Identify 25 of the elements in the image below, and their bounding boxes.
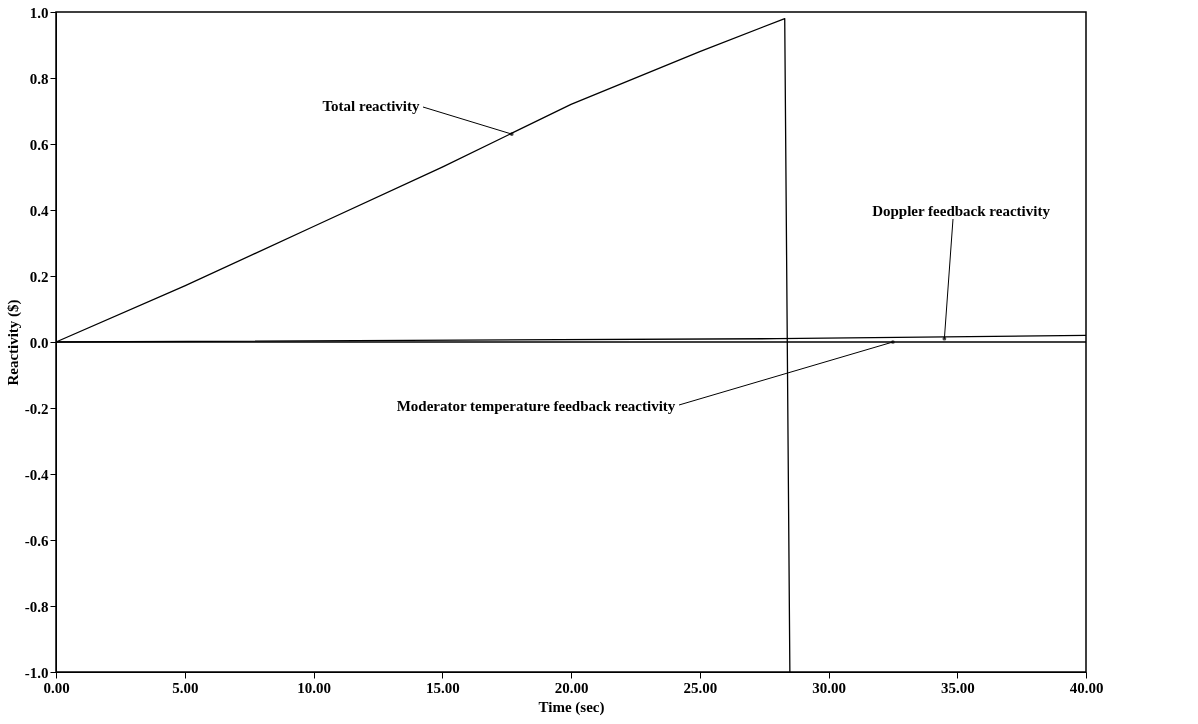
x-tick-label: 30.00	[812, 679, 846, 696]
y-tick-label: 0.6	[29, 136, 49, 153]
x-tick-label: 15.00	[425, 679, 460, 696]
x-tick-label: 0.00	[43, 679, 70, 696]
y-tick-label: -0.2	[24, 400, 49, 417]
annotation: Total reactivity	[322, 98, 421, 114]
annotation: Moderator temperature feedback reactivity	[396, 398, 676, 414]
y-tick-label: 1.0	[29, 4, 49, 21]
y-tick-label: 0.2	[29, 268, 49, 285]
x-tick-label: 10.00	[297, 679, 331, 696]
y-tick-label: -0.6	[24, 532, 49, 549]
y-tick-label: -1.0	[24, 664, 49, 681]
y-axis-title: Reactivity ($)	[4, 299, 22, 386]
y-tick-label: 0.4	[29, 202, 49, 219]
y-tick-label: 0.8	[29, 70, 49, 87]
x-tick-label: 20.00	[554, 679, 589, 696]
x-tick-label: 25.00	[683, 679, 718, 696]
y-tick-label: -0.4	[24, 466, 49, 483]
annotation: Doppler feedback reactivity	[872, 203, 1051, 219]
x-tick-label: 35.00	[940, 679, 975, 696]
y-tick-label: -0.8	[24, 598, 49, 615]
x-axis-title: Time (sec)	[538, 698, 605, 716]
x-tick-label: 5.00	[172, 679, 199, 696]
x-tick-label: 40.00	[1069, 679, 1104, 696]
y-tick-label: 0.0	[29, 334, 49, 351]
